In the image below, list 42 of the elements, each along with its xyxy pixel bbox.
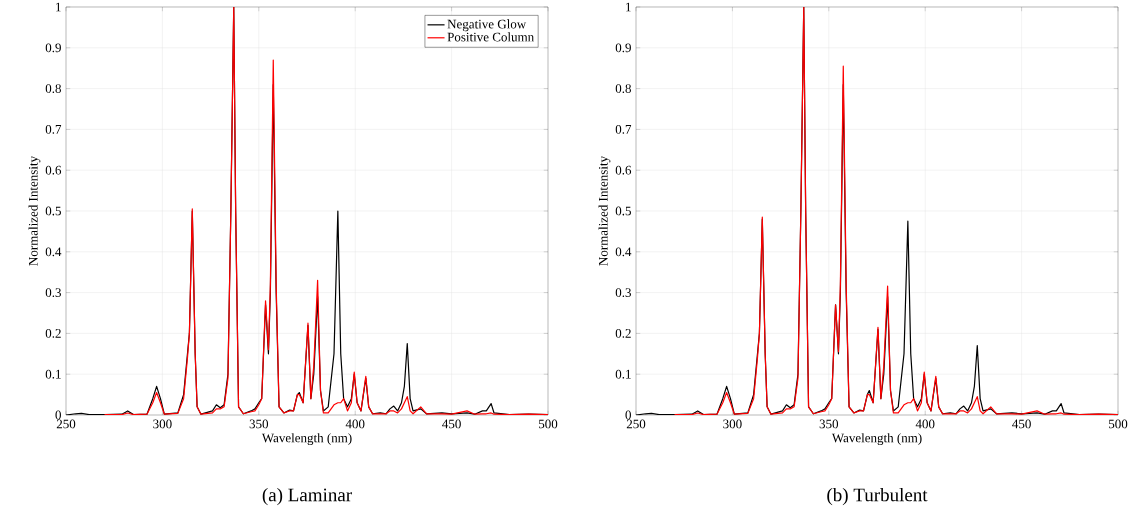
y-tick-label: 0.3 (615, 288, 631, 298)
text: (a) Laminar (262, 487, 352, 506)
y-axis-title: Normalized Intensity (598, 155, 611, 266)
y-tick-label: 0.7 (615, 124, 632, 134)
y-tick-label: 0.3 (45, 288, 61, 298)
y-tick-label: 1 (56, 2, 61, 12)
y-tick-label: 0.1 (45, 369, 61, 379)
y-tick-label: 0.9 (45, 43, 61, 53)
text: (b) Turbulent (827, 487, 928, 506)
x-tick-label: 250 (56, 419, 76, 429)
x-tick-label: 400 (345, 419, 365, 429)
legend-label: Positive Column (447, 32, 534, 42)
x-tick-label: 450 (1012, 419, 1031, 429)
x-tick-label: 500 (1109, 419, 1128, 429)
y-tick-label: 0.7 (45, 124, 62, 134)
x-tick-label: 300 (153, 419, 172, 429)
y-tick-label: 0 (55, 410, 61, 420)
x-axis-title: Wavelength (nm) (831, 433, 922, 445)
y-tick-label: 0.6 (45, 165, 62, 175)
x-tick-label: 450 (442, 419, 461, 429)
x-tick-label: 400 (915, 419, 935, 429)
y-tick-label: 0.4 (615, 247, 632, 257)
x-tick-label: 350 (249, 419, 269, 429)
y-axis-title: Normalized Intensity (28, 155, 41, 266)
x-tick-label: 350 (819, 419, 839, 429)
y-tick-label: 1 (626, 2, 631, 12)
y-tick-label: 0.2 (615, 328, 631, 338)
y-tick-label: 0.8 (45, 84, 61, 94)
legend-label: Negative Glow (447, 19, 527, 32)
y-tick-label: 0.6 (615, 165, 632, 175)
y-tick-label: 0.2 (45, 328, 61, 338)
x-tick-label: 500 (539, 419, 558, 429)
y-tick-label: 0 (625, 410, 631, 420)
y-tick-label: 0.9 (615, 43, 631, 53)
y-tick-label: 0.4 (45, 247, 62, 257)
y-tick-label: 0.5 (615, 206, 631, 216)
y-tick-label: 0.5 (45, 206, 61, 216)
x-axis-title: Wavelength (nm) (261, 433, 352, 445)
x-tick-label: 300 (723, 419, 742, 429)
y-tick-label: 0.1 (615, 369, 631, 379)
x-tick-label: 250 (626, 419, 646, 429)
y-tick-label: 0.8 (615, 84, 631, 94)
